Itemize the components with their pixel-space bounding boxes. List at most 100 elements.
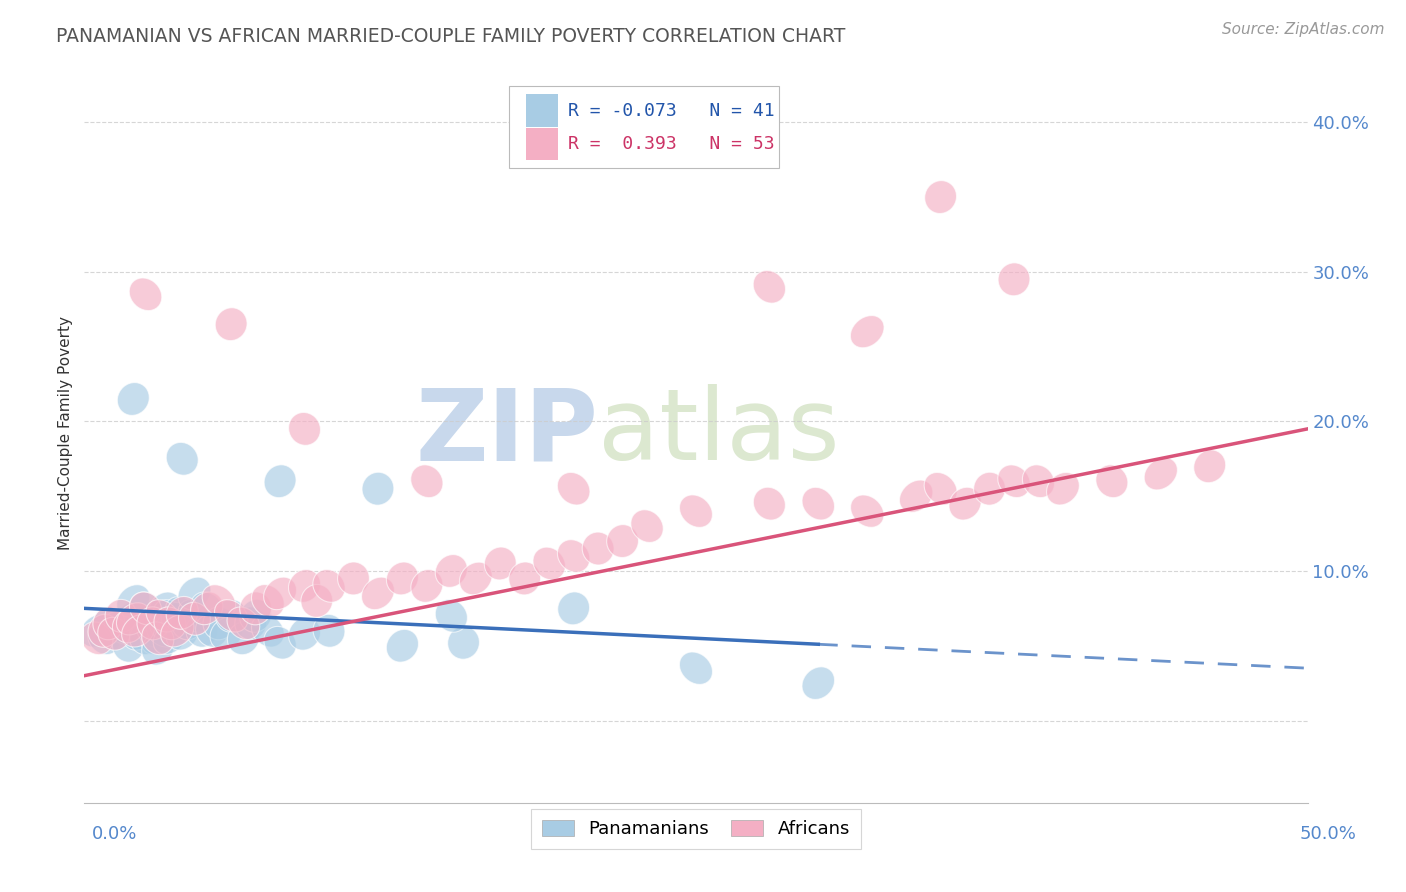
Ellipse shape bbox=[129, 622, 162, 655]
Ellipse shape bbox=[129, 592, 162, 624]
Ellipse shape bbox=[166, 597, 198, 629]
Ellipse shape bbox=[104, 612, 138, 644]
Ellipse shape bbox=[631, 509, 664, 542]
Ellipse shape bbox=[117, 602, 149, 635]
Ellipse shape bbox=[288, 617, 321, 650]
Ellipse shape bbox=[411, 569, 443, 602]
Ellipse shape bbox=[239, 592, 271, 624]
Ellipse shape bbox=[149, 607, 181, 640]
Ellipse shape bbox=[447, 626, 479, 659]
Ellipse shape bbox=[361, 472, 394, 505]
Ellipse shape bbox=[235, 607, 267, 640]
Ellipse shape bbox=[202, 607, 235, 640]
Ellipse shape bbox=[215, 599, 247, 632]
Ellipse shape bbox=[186, 615, 218, 648]
Y-axis label: Married-Couple Family Poverty: Married-Couple Family Poverty bbox=[58, 316, 73, 549]
Ellipse shape bbox=[122, 615, 155, 647]
Ellipse shape bbox=[191, 592, 222, 624]
Ellipse shape bbox=[117, 584, 150, 617]
Text: PANAMANIAN VS AFRICAN MARRIED-COUPLE FAMILY POVERTY CORRELATION CHART: PANAMANIAN VS AFRICAN MARRIED-COUPLE FAM… bbox=[56, 27, 845, 45]
Ellipse shape bbox=[179, 602, 211, 635]
Ellipse shape bbox=[679, 495, 713, 527]
Ellipse shape bbox=[80, 622, 112, 655]
Ellipse shape bbox=[202, 585, 236, 617]
Ellipse shape bbox=[1046, 473, 1080, 505]
Ellipse shape bbox=[87, 622, 120, 655]
Ellipse shape bbox=[361, 577, 394, 609]
Text: atlas: atlas bbox=[598, 384, 839, 481]
Text: Source: ZipAtlas.com: Source: ZipAtlas.com bbox=[1222, 22, 1385, 37]
Legend: Panamanians, Africans: Panamanians, Africans bbox=[531, 809, 860, 849]
Text: R = -0.073   N = 41: R = -0.073 N = 41 bbox=[568, 102, 775, 120]
Ellipse shape bbox=[998, 263, 1031, 296]
Ellipse shape bbox=[754, 270, 786, 303]
Ellipse shape bbox=[582, 533, 614, 565]
Ellipse shape bbox=[146, 599, 180, 632]
Ellipse shape bbox=[851, 495, 884, 527]
Text: ZIP: ZIP bbox=[415, 384, 598, 481]
Ellipse shape bbox=[924, 473, 957, 505]
Ellipse shape bbox=[179, 577, 211, 609]
Ellipse shape bbox=[1022, 465, 1054, 498]
Ellipse shape bbox=[215, 308, 247, 341]
Ellipse shape bbox=[679, 652, 713, 684]
Ellipse shape bbox=[998, 465, 1031, 498]
Ellipse shape bbox=[337, 562, 370, 595]
Ellipse shape bbox=[142, 607, 174, 640]
Ellipse shape bbox=[533, 547, 565, 580]
Ellipse shape bbox=[149, 592, 181, 624]
Ellipse shape bbox=[484, 547, 516, 580]
Ellipse shape bbox=[558, 592, 589, 624]
Ellipse shape bbox=[146, 615, 179, 647]
Ellipse shape bbox=[314, 570, 344, 602]
Ellipse shape bbox=[314, 615, 344, 648]
Ellipse shape bbox=[557, 540, 591, 573]
Ellipse shape bbox=[239, 599, 271, 632]
Ellipse shape bbox=[436, 555, 467, 587]
Ellipse shape bbox=[557, 473, 591, 505]
Ellipse shape bbox=[606, 524, 638, 558]
Ellipse shape bbox=[136, 615, 169, 647]
Ellipse shape bbox=[925, 180, 956, 213]
Ellipse shape bbox=[226, 607, 260, 640]
Ellipse shape bbox=[153, 622, 187, 655]
FancyBboxPatch shape bbox=[526, 95, 558, 127]
Ellipse shape bbox=[801, 667, 835, 699]
Ellipse shape bbox=[98, 617, 129, 650]
Ellipse shape bbox=[215, 599, 247, 632]
Ellipse shape bbox=[162, 602, 193, 635]
Ellipse shape bbox=[117, 383, 149, 416]
Ellipse shape bbox=[754, 487, 786, 520]
Ellipse shape bbox=[160, 615, 194, 647]
Ellipse shape bbox=[209, 617, 242, 650]
Ellipse shape bbox=[900, 480, 932, 512]
Ellipse shape bbox=[112, 629, 145, 662]
Ellipse shape bbox=[93, 607, 125, 640]
Ellipse shape bbox=[973, 472, 1005, 505]
Ellipse shape bbox=[195, 615, 228, 648]
Ellipse shape bbox=[166, 597, 198, 629]
Ellipse shape bbox=[97, 617, 129, 650]
Ellipse shape bbox=[436, 599, 467, 632]
Ellipse shape bbox=[80, 615, 114, 647]
Ellipse shape bbox=[190, 592, 224, 624]
Ellipse shape bbox=[264, 626, 297, 659]
Ellipse shape bbox=[288, 569, 321, 602]
Ellipse shape bbox=[288, 412, 321, 445]
Ellipse shape bbox=[141, 622, 174, 655]
Ellipse shape bbox=[129, 592, 162, 624]
Ellipse shape bbox=[153, 607, 186, 640]
Ellipse shape bbox=[89, 615, 120, 648]
Ellipse shape bbox=[172, 607, 202, 640]
Ellipse shape bbox=[105, 599, 136, 632]
Ellipse shape bbox=[509, 562, 541, 595]
FancyBboxPatch shape bbox=[526, 128, 558, 161]
FancyBboxPatch shape bbox=[509, 87, 779, 169]
Ellipse shape bbox=[264, 577, 297, 609]
Ellipse shape bbox=[122, 617, 155, 650]
Ellipse shape bbox=[179, 599, 211, 632]
Ellipse shape bbox=[136, 607, 169, 640]
Ellipse shape bbox=[252, 615, 284, 647]
Ellipse shape bbox=[387, 562, 419, 595]
Ellipse shape bbox=[801, 487, 835, 520]
